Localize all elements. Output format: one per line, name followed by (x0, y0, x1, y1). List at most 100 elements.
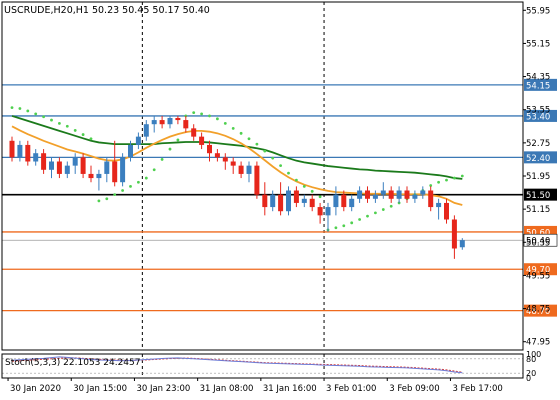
stoch-y-label: 0 (526, 374, 531, 383)
psar-dot (137, 180, 140, 184)
x-tick-label: 31 Jan 08:00 (200, 384, 254, 394)
candle-body (270, 194, 276, 208)
candle (17, 140, 23, 162)
candle (183, 115, 189, 133)
psar-dot (334, 226, 338, 230)
candle-body (412, 194, 418, 199)
candle-body (151, 120, 157, 125)
y-tick-label: 55.95 (526, 6, 550, 16)
psar-dot (318, 195, 322, 199)
candle (143, 120, 149, 141)
moving-average-slow (11, 115, 463, 180)
candle-body (175, 118, 181, 121)
level-label: 54.15 (526, 81, 550, 91)
level-badge (524, 263, 557, 276)
candle-body (325, 207, 331, 216)
candle-body (459, 240, 465, 248)
psar-dot (58, 121, 61, 125)
level-label: 51.50 (526, 191, 550, 201)
psar-dot (216, 117, 219, 121)
candle (80, 153, 86, 179)
stochastic-pane-frame (1, 353, 524, 379)
candle (9, 136, 15, 162)
candle-body (25, 144, 31, 162)
psar-dot (144, 176, 148, 180)
psar-dot (223, 121, 227, 125)
candle (459, 238, 465, 250)
candle (112, 140, 118, 187)
y-tick-label: 53.55 (526, 106, 550, 116)
candle (293, 186, 299, 208)
psar-dot (73, 129, 77, 132)
level-label: 48.70 (526, 307, 550, 317)
candle-body (104, 161, 110, 174)
psar-dot (310, 189, 314, 193)
candle (254, 161, 260, 199)
candle-body (246, 165, 252, 174)
y-tick-label: 51.95 (526, 172, 550, 182)
candle-body (183, 120, 189, 129)
level-label: 52.40 (526, 154, 550, 164)
candle (88, 165, 94, 183)
y-tick-label: 52.75 (526, 139, 550, 149)
y-tick-label: 51.15 (526, 205, 550, 215)
psar-dot (374, 211, 377, 215)
candle (365, 186, 370, 203)
candle (388, 186, 394, 203)
candle (341, 190, 347, 212)
candle (96, 169, 102, 191)
candle-body (214, 153, 220, 158)
psar-dot (89, 137, 93, 141)
psar-dot (381, 208, 385, 211)
moving-average-fast (11, 125, 463, 206)
psar-dot (302, 184, 306, 188)
psar-dot (42, 115, 45, 119)
level-badge (524, 304, 557, 317)
candle (301, 194, 307, 208)
x-tick-label: 30 Jan 23:00 (136, 384, 190, 394)
candle-body (222, 157, 228, 162)
candle-body (56, 161, 62, 174)
psar-dot (255, 142, 259, 146)
psar-dot (34, 112, 38, 116)
candle-body (96, 173, 102, 179)
candle-body (120, 157, 126, 183)
candle (357, 186, 363, 203)
psar-dot (366, 214, 369, 218)
candle (167, 115, 173, 129)
psar-dot (389, 204, 393, 208)
candle (436, 198, 442, 220)
candle (380, 182, 386, 199)
y-tick-label: 48.75 (526, 305, 550, 315)
x-tick-label: 3 Feb 17:00 (452, 384, 502, 394)
candle-body (128, 144, 133, 158)
candle-body (262, 194, 268, 208)
candle-body (309, 198, 315, 208)
candle-body (380, 190, 386, 195)
candle (325, 202, 331, 232)
level-label: 53.40 (526, 112, 550, 122)
candle (64, 161, 70, 179)
psar-dot (239, 131, 243, 135)
x-tick-label: 30 Jan 2020 (10, 384, 61, 394)
candle-body (357, 190, 363, 199)
psar-dot (453, 176, 456, 180)
candle (396, 186, 402, 203)
candle (444, 198, 449, 224)
candle-body (404, 190, 410, 199)
candle (214, 149, 220, 162)
candle (120, 153, 126, 187)
candle (175, 115, 181, 125)
candle-body (451, 219, 457, 249)
x-tick-label: 31 Jan 16:00 (263, 384, 317, 394)
candle-body (333, 194, 339, 208)
candle (404, 186, 410, 203)
level-badge (524, 78, 557, 91)
psar-dot (176, 138, 180, 142)
stoch-y-label: 100 (526, 350, 541, 359)
chart-title: USCRUDE,H20,H1 50.23 50.45 50.17 50.40 (4, 5, 210, 16)
candle (222, 153, 228, 170)
psar-dot (160, 158, 164, 161)
candle-body (396, 190, 402, 199)
